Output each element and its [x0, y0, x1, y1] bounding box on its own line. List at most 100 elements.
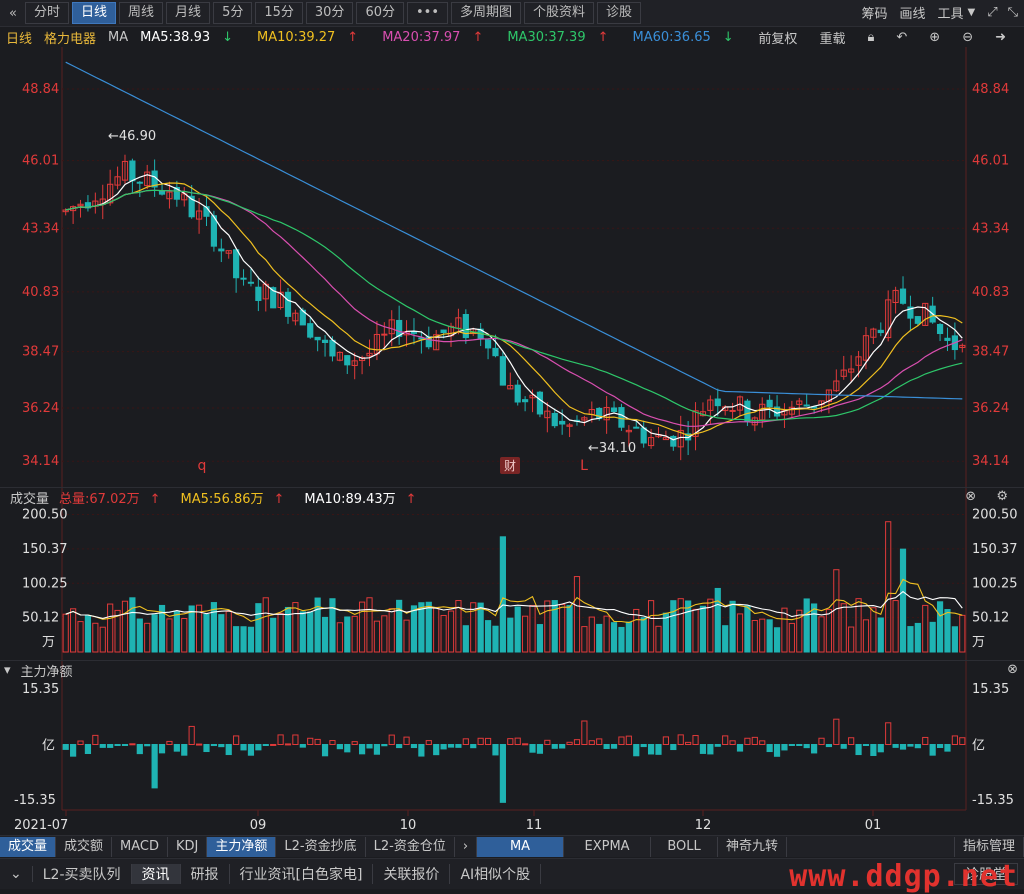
adjust-button[interactable]: 前复权	[758, 31, 798, 47]
collapse-icon[interactable]: ⌄	[0, 866, 33, 882]
tab-news[interactable]: 资讯	[131, 864, 181, 884]
collapse-icon[interactable]: ▾	[4, 663, 11, 678]
volume-bar	[433, 606, 440, 653]
volume-bar	[240, 626, 247, 653]
tab-industry-news[interactable]: 行业资讯[白色家电]	[230, 864, 374, 884]
volume-bar	[922, 604, 929, 653]
candle-body	[751, 417, 758, 426]
volume-bar	[551, 600, 558, 653]
flow-bar	[292, 734, 299, 746]
flow-bar	[677, 734, 684, 745]
flow-bar	[951, 735, 958, 745]
ma-label[interactable]: MA	[108, 29, 129, 45]
gear-icon[interactable]: ⚙	[996, 489, 1008, 504]
diagnose-button[interactable]: 诊股	[597, 2, 642, 24]
volume-bar	[396, 599, 403, 653]
volume-bar	[418, 602, 425, 653]
flow-bar	[618, 736, 625, 746]
ma5-value: MA5:38.93 ↓	[140, 29, 234, 45]
close-icon[interactable]: ⊗	[1007, 662, 1018, 677]
flow-bar	[255, 744, 262, 751]
tab-expma[interactable]: EXPMA	[564, 836, 652, 857]
chips-button[interactable]: 筹码	[861, 7, 888, 22]
tab-volume[interactable]: 成交量	[0, 836, 57, 857]
volume-bar	[492, 625, 499, 653]
undo-icon[interactable]: ↶	[896, 29, 908, 45]
flow-bar	[299, 744, 306, 748]
tab-daily[interactable]: 日线	[72, 2, 117, 24]
tab-related-quotes[interactable]: 关联报价	[373, 864, 451, 884]
candle-body	[551, 412, 558, 427]
indicator-manage-button[interactable]: 指标管理	[953, 836, 1024, 857]
volume-bar	[218, 614, 225, 653]
zoom-out-icon[interactable]: ⊖	[962, 29, 974, 45]
volume-bar	[610, 622, 618, 653]
volume-bar	[855, 598, 862, 653]
tab-diagnose-hall[interactable]: 诊股堂	[954, 863, 1018, 885]
flow-bar	[151, 744, 158, 789]
double-left-chevron-icon[interactable]: «	[9, 5, 17, 21]
flow-bar	[233, 735, 240, 745]
tab-l2-bottom[interactable]: L2-资金抄底	[276, 836, 366, 857]
tab-30min[interactable]: 30分	[305, 2, 354, 24]
draw-line-button[interactable]: 画线	[899, 7, 926, 22]
price-tick-left: 48.84	[22, 82, 59, 97]
volume-tick-right: 200.50	[972, 508, 1018, 523]
volume-bar	[507, 617, 514, 653]
flow-bar	[225, 744, 232, 756]
multi-period-button[interactable]: 多周期图	[451, 2, 522, 24]
zoom-in-icon[interactable]: ⊕	[929, 29, 941, 45]
price-tick-left: 38.47	[22, 345, 59, 360]
candle-body	[173, 186, 180, 200]
candle-body	[307, 323, 314, 338]
volume-bar	[447, 610, 455, 653]
tab-l2-queue[interactable]: L2-买卖队列	[33, 864, 132, 884]
tab-ma[interactable]: MA	[477, 836, 565, 857]
close-icon[interactable]: ⊗	[965, 489, 977, 504]
tab-kdj[interactable]: KDJ	[168, 836, 208, 857]
flow-bar	[336, 744, 343, 750]
volume-bar	[440, 614, 447, 653]
tab-net-flow[interactable]: 主力净额	[207, 836, 277, 857]
tab-ai-similar[interactable]: AI相似个股	[450, 864, 542, 884]
ma60-arrow: ↓	[722, 29, 734, 45]
flow-bar	[610, 744, 618, 749]
volume-ma10: MA10:89.43万 ↑	[304, 492, 417, 507]
tab-macd[interactable]: MACD	[112, 836, 168, 857]
volume-tick-right: 50.12	[972, 611, 1009, 626]
stock-name[interactable]: 格力电器	[44, 31, 97, 47]
tab-research[interactable]: 研报	[181, 864, 230, 884]
tab-monthly[interactable]: 月线	[166, 2, 211, 24]
candle-body	[707, 399, 714, 411]
stock-info-button[interactable]: 个股资料	[524, 2, 595, 24]
more-periods-button[interactable]: •••	[406, 2, 448, 24]
volume-bar	[707, 598, 714, 653]
chevron-down-icon[interactable]: ▼	[967, 7, 976, 18]
expand-icon[interactable]: ➜	[995, 29, 1006, 45]
tab-60min[interactable]: 60分	[356, 2, 404, 24]
tab-l2-position[interactable]: L2-资金仓位	[366, 836, 455, 857]
volume-bar	[455, 600, 462, 653]
candle-body	[284, 291, 292, 317]
chart-canvas[interactable]: 48.84 48.84 46.01 46.01 43.34 43.34 40.83 40.83…	[0, 0, 1024, 835]
flow-bar	[425, 740, 432, 746]
fullscreen-icon[interactable]: ⤢	[987, 5, 998, 20]
restore-icon[interactable]: ⤡	[1007, 5, 1018, 20]
tab-weekly[interactable]: 周线	[119, 2, 164, 24]
volume-bar	[655, 625, 662, 653]
tab-intraday[interactable]: 分时	[25, 2, 70, 24]
tab-magic-nine[interactable]: 神奇九转	[718, 836, 788, 857]
tools-button[interactable]: 工具	[937, 7, 964, 22]
event-marker-earnings-bg	[500, 457, 520, 474]
tab-5min[interactable]: 5分	[213, 2, 253, 24]
right-chevron-icon[interactable]: ›	[455, 836, 478, 857]
flow-bar	[359, 744, 366, 755]
tab-15min[interactable]: 15分	[255, 2, 303, 24]
tab-boll[interactable]: BOLL	[651, 836, 719, 857]
candle-body	[788, 406, 795, 415]
ma10-value: MA10:39.27 ↑	[257, 29, 359, 45]
lock-icon[interactable]: 🔒︎	[867, 29, 875, 45]
reload-button[interactable]: 重载	[819, 31, 846, 47]
tab-turnover[interactable]: 成交额	[56, 836, 113, 857]
candle-body	[848, 368, 855, 373]
